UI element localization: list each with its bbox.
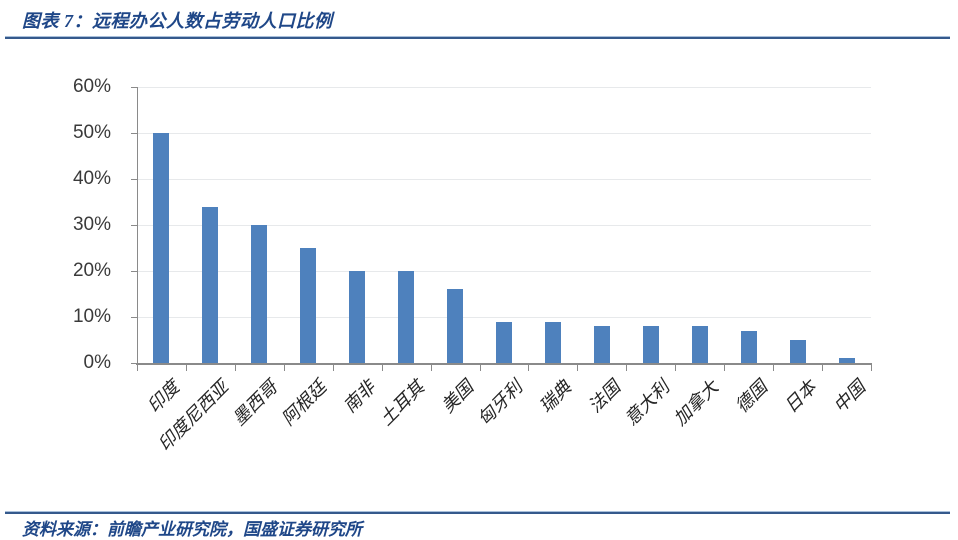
figure-title: 图表 7：远程办公人数占劳动人口比例: [22, 11, 333, 31]
y-axis-tick: [131, 317, 137, 318]
x-axis-tick: [871, 365, 872, 371]
x-axis-tick: [822, 365, 824, 371]
x-axis-tick: [528, 365, 530, 371]
bar: [789, 340, 806, 363]
bar: [398, 271, 415, 363]
gridline: [137, 132, 871, 134]
source-divider: [5, 511, 950, 514]
bar: [740, 330, 757, 363]
x-axis-line: [136, 363, 872, 365]
y-axis-label: 10%: [72, 306, 111, 327]
x-axis-tick: [724, 365, 726, 371]
bar: [838, 358, 855, 363]
x-axis-tick: [381, 365, 383, 371]
source-note: 资料来源：前瞻产业研究院，国盛证券研究所: [22, 520, 362, 539]
title-divider: [5, 36, 950, 39]
y-axis-tick: [131, 87, 137, 88]
y-axis-line: [137, 87, 138, 365]
x-axis-tick: [283, 365, 285, 371]
bar: [300, 248, 317, 363]
y-axis-tick: [131, 225, 137, 226]
y-axis-label: 0%: [83, 352, 111, 373]
y-axis-tick: [131, 363, 137, 364]
bar: [496, 321, 512, 363]
y-axis-label: 40%: [72, 168, 111, 189]
bar: [153, 133, 170, 363]
bar: [544, 321, 561, 363]
bar: [691, 326, 708, 363]
y-axis-label: 50%: [72, 122, 111, 143]
bar: [251, 225, 268, 363]
y-axis-label: 20%: [72, 260, 111, 281]
gridline: [137, 316, 871, 318]
x-axis-tick: [137, 365, 138, 371]
bar: [447, 289, 464, 363]
x-axis-tick: [773, 365, 775, 371]
y-axis-tick: [131, 271, 137, 272]
bar: [593, 326, 610, 363]
x-axis-tick: [430, 365, 432, 371]
gridline: [137, 270, 871, 272]
gridline: [137, 224, 871, 226]
bar: [349, 271, 366, 363]
gridline: [137, 86, 871, 88]
x-axis-tick: [626, 365, 628, 371]
x-axis-tick: [185, 365, 187, 371]
y-axis-tick: [131, 179, 137, 180]
x-axis-tick: [675, 365, 677, 371]
y-axis-tick: [131, 133, 137, 134]
y-axis-label: 60%: [72, 76, 111, 97]
gridline: [137, 178, 871, 180]
x-axis-tick: [234, 365, 236, 371]
x-axis-tick: [479, 365, 481, 371]
y-axis-label: 30%: [72, 214, 111, 235]
x-axis-tick: [577, 365, 579, 371]
x-axis-tick: [332, 365, 334, 371]
bar: [202, 206, 219, 363]
bar: [642, 326, 659, 363]
